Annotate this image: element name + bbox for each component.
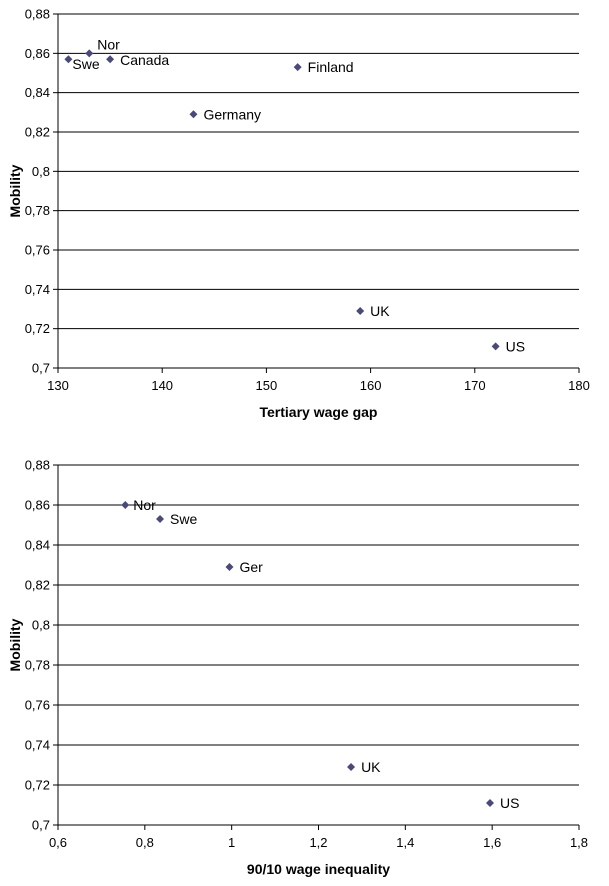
x-axis-title: Tertiary wage gap (259, 404, 377, 420)
y-tick-label: 0,72 (25, 778, 50, 793)
point-label-uk: UK (370, 303, 390, 319)
x-tick-label: 0,6 (49, 835, 67, 850)
y-axis-title: Mobility (7, 618, 23, 671)
y-tick-label: 0,8 (32, 164, 50, 179)
y-tick-label: 0,72 (25, 321, 50, 336)
y-tick-label: 0,74 (25, 282, 50, 297)
y-tick-label: 0,86 (25, 46, 50, 61)
y-tick-label: 0,82 (25, 578, 50, 593)
point-label-uk: UK (361, 759, 381, 775)
y-axis-title: Mobility (7, 164, 23, 217)
point-label-canada: Canada (120, 52, 169, 68)
y-tick-label: 0,8 (32, 618, 50, 633)
y-tick-label: 0,82 (25, 125, 50, 140)
x-tick-label: 160 (360, 378, 382, 393)
y-tick-label: 0,84 (25, 85, 50, 100)
y-tick-label: 0,78 (25, 203, 50, 218)
x-tick-label: 1,4 (396, 835, 414, 850)
data-point-ger (225, 563, 234, 571)
point-label-us: US (506, 338, 525, 354)
y-tick-label: 0,7 (32, 818, 50, 833)
point-label-us: US (500, 795, 519, 811)
data-point-germany (189, 110, 198, 119)
x-tick-label: 150 (256, 378, 278, 393)
data-point-uk (356, 306, 365, 315)
y-tick-label: 0,76 (25, 243, 50, 258)
y-tick-label: 0,86 (25, 498, 50, 513)
y-tick-label: 0,88 (25, 7, 50, 22)
x-tick-label: 180 (568, 378, 590, 393)
chart-tertiary-wage-gap: 0,7 0,72 0,74 0,76 0,78 0,8 0,82 0,84 0,86 0,88 13… (7, 7, 590, 421)
data-point-swe (156, 515, 165, 523)
data-point-uk (347, 763, 356, 771)
point-label-swe: Swe (72, 56, 99, 72)
point-label-nor: Nor (133, 497, 156, 513)
point-label-ger: Ger (239, 559, 263, 575)
y-tick-label: 0,74 (25, 738, 50, 753)
chart-wage-inequality: 0,7 0,72 0,74 0,76 0,78 0,8 0,82 0,84 0,86 0,88 0,… (7, 458, 588, 878)
data-point-us (491, 342, 500, 351)
y-tick-label: 0,78 (25, 658, 50, 673)
x-tick-label: 0,8 (136, 835, 154, 850)
data-point-finland (293, 63, 302, 72)
data-point-nor (121, 501, 130, 509)
x-tick-label: 170 (464, 378, 486, 393)
x-tick-label: 1 (228, 835, 235, 850)
x-tick-label: 1,2 (309, 835, 327, 850)
y-tick-label: 0,88 (25, 458, 50, 473)
data-point-swe (64, 55, 73, 64)
data-point-us (485, 799, 494, 807)
x-tick-label: 1,6 (483, 835, 501, 850)
y-tick-label: 0,84 (25, 538, 50, 553)
x-axis-title: 90/10 wage inequality (247, 861, 390, 877)
data-point-canada (106, 55, 115, 64)
x-tick-label: 1,8 (570, 835, 588, 850)
point-label-germany: Germany (203, 106, 261, 122)
data-point-nor (85, 49, 94, 58)
x-tick-label: 140 (151, 378, 173, 393)
point-label-nor: Nor (97, 36, 120, 52)
x-tick-label: 130 (47, 378, 69, 393)
y-tick-label: 0,76 (25, 698, 50, 713)
point-label-finland: Finland (308, 59, 354, 75)
y-tick-label: 0,7 (32, 361, 50, 376)
point-label-swe: Swe (170, 511, 197, 527)
